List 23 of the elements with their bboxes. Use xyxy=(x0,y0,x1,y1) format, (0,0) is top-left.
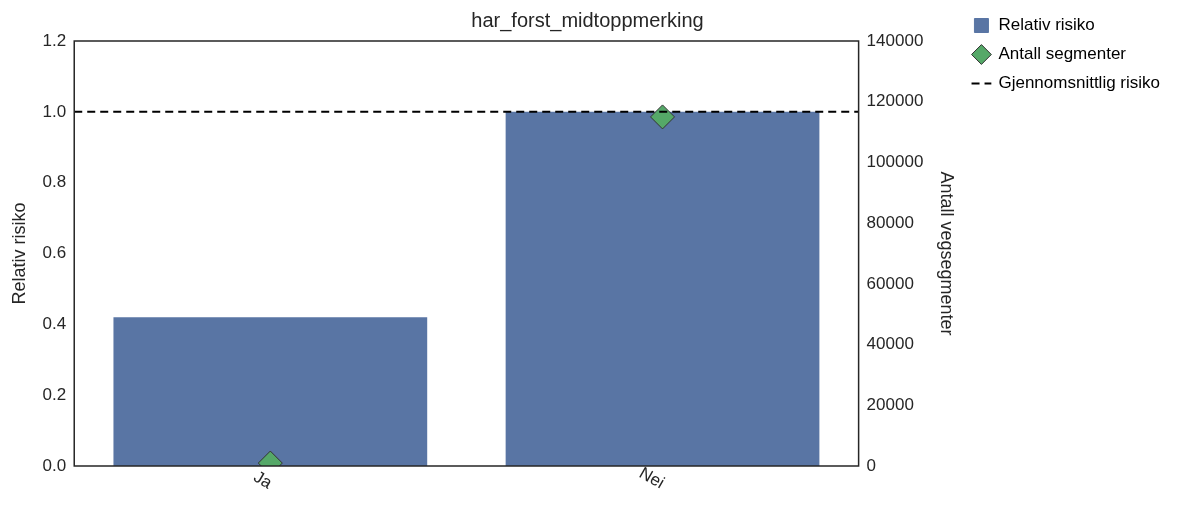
y-axis-title: Relativ risiko xyxy=(8,202,29,305)
legend-label: Gjennomsnittlig risiko xyxy=(998,73,1160,93)
y-tick-label: 1.0 xyxy=(42,101,67,121)
legend-label: Relativ risiko xyxy=(998,15,1095,35)
y-tick-label: 0.6 xyxy=(42,243,67,263)
y2-tick-label: 120000 xyxy=(866,91,924,111)
x-tick-label: Ja xyxy=(250,467,276,493)
y2-tick-label: 20000 xyxy=(866,395,914,415)
legend-label: Antall segmenter xyxy=(998,44,1127,64)
chart-title: har_forst_midtoppmerking xyxy=(471,8,704,32)
y2-axis-title: Antall vegsegmenter xyxy=(937,171,958,336)
y-tick-label: 0.4 xyxy=(42,314,67,334)
y2-tick-label: 80000 xyxy=(866,212,914,232)
y-tick-label: 0.0 xyxy=(42,455,67,475)
y2-tick-label: 40000 xyxy=(866,334,914,354)
y-tick-label: 0.2 xyxy=(42,384,67,404)
y2-tick-label: 0 xyxy=(866,455,877,475)
y-tick-label: 0.8 xyxy=(42,172,67,192)
x-tick-label: Nei xyxy=(636,463,668,493)
y-tick-label: 1.2 xyxy=(42,30,67,50)
y2-tick-label: 60000 xyxy=(866,273,914,293)
y2-tick-label: 100000 xyxy=(866,152,924,172)
y2-tick-label: 140000 xyxy=(866,30,924,50)
